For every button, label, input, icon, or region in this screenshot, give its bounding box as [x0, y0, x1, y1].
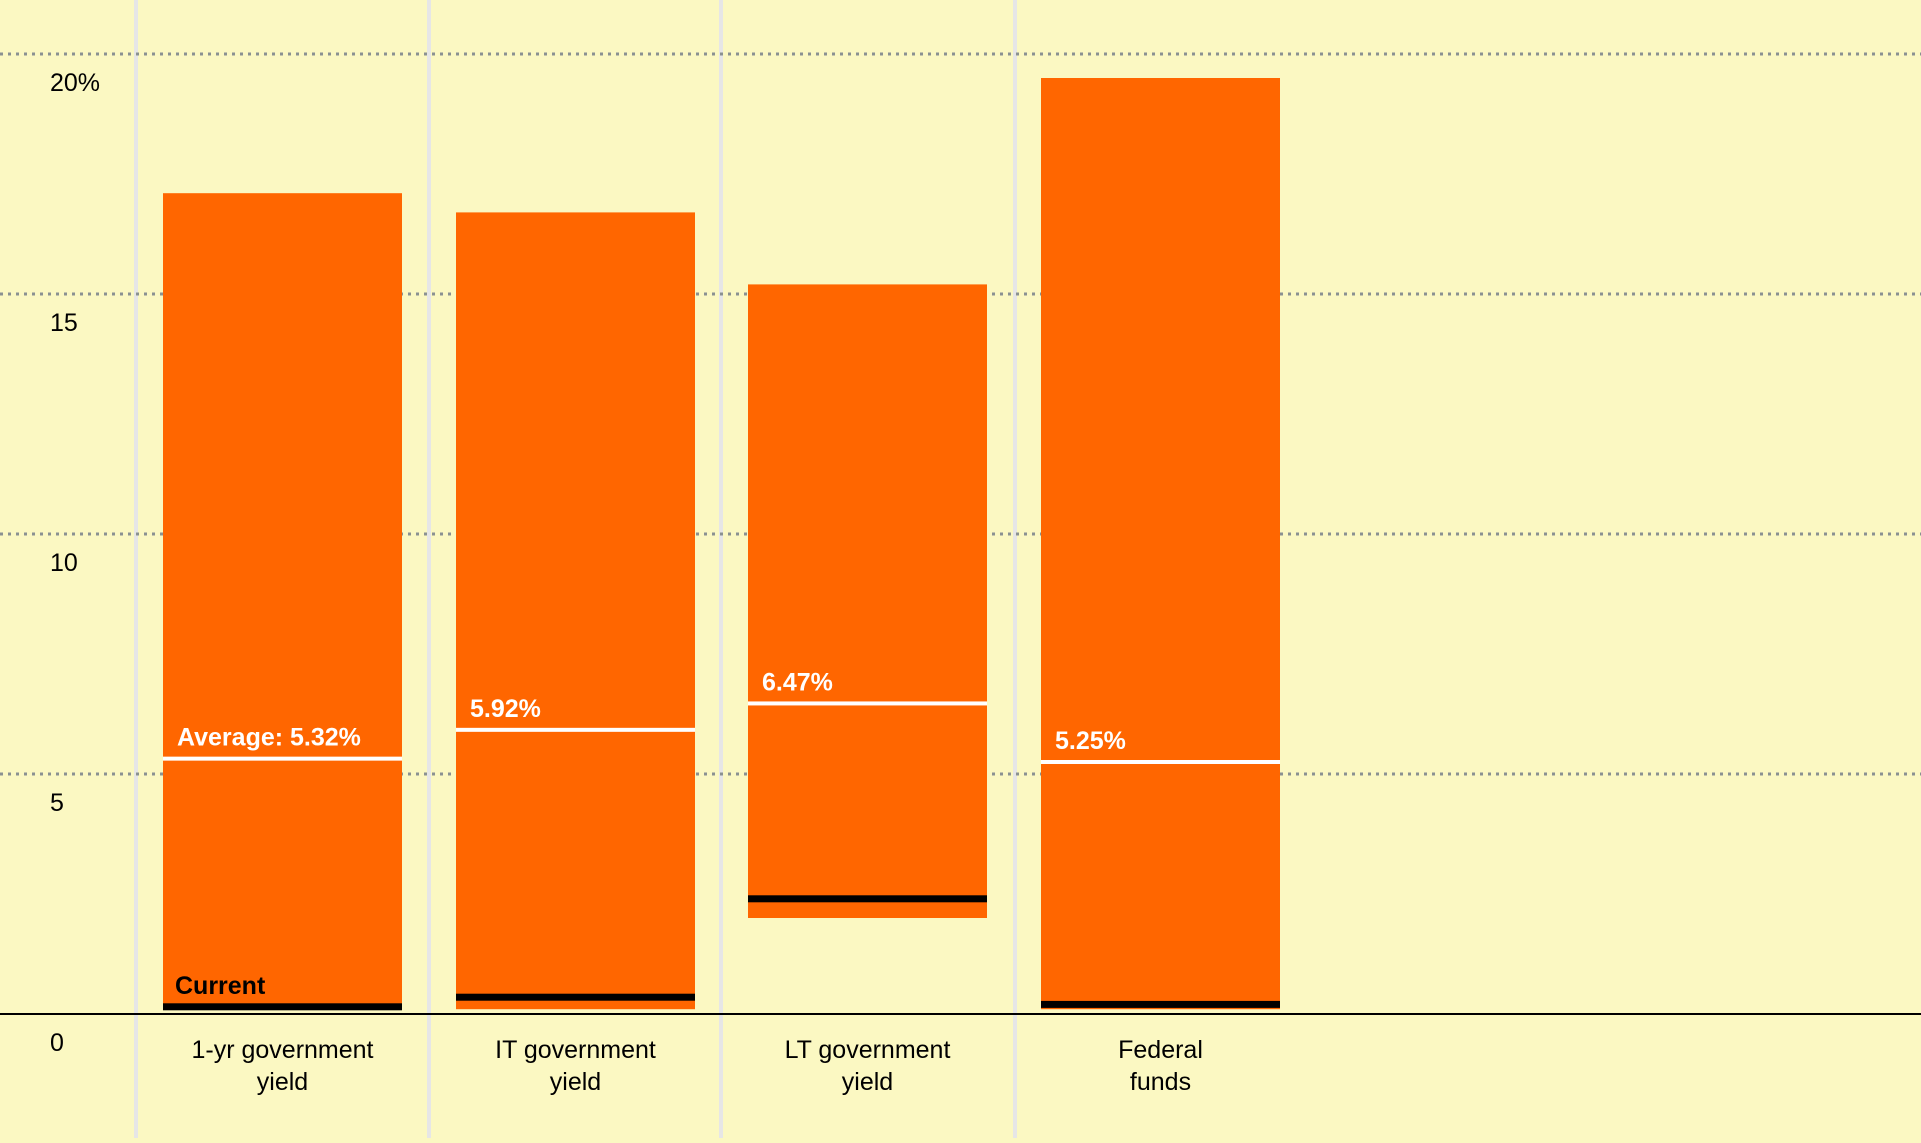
- current-line: [1041, 1000, 1280, 1008]
- category-label-line1: LT government: [785, 1036, 951, 1064]
- range-bar: [1041, 78, 1280, 1010]
- average-label: 5.92%: [470, 695, 541, 723]
- y-tick-label: 0: [50, 1029, 64, 1057]
- y-tick-label: 10: [50, 549, 78, 577]
- current-label: Current: [175, 972, 266, 1000]
- current-line: [748, 895, 987, 903]
- category-label-line2: yield: [257, 1068, 308, 1096]
- average-line: [163, 756, 402, 761]
- average-label: 6.47%: [762, 668, 833, 696]
- category-label-line2: yield: [842, 1068, 893, 1096]
- category-label-line1: IT government: [495, 1036, 656, 1064]
- current-line: [456, 993, 695, 1001]
- average-line: [748, 701, 987, 706]
- range-bar: [456, 212, 695, 1010]
- y-tick-label: 5: [50, 789, 64, 817]
- average-line: [1041, 760, 1280, 764]
- category-label-line1: 1-yr government: [191, 1036, 373, 1064]
- category-label-line2: yield: [550, 1068, 601, 1096]
- range-bar: [163, 193, 402, 1010]
- range-bar: [748, 284, 987, 918]
- average-line: [456, 727, 695, 732]
- category-label-line2: funds: [1130, 1068, 1191, 1096]
- y-tick-label: 20%: [50, 69, 100, 97]
- y-tick-label: 15: [50, 309, 78, 337]
- current-line: [163, 1003, 402, 1011]
- category-label-line1: Federal: [1118, 1036, 1203, 1064]
- average-label: Average: 5.32%: [177, 724, 361, 752]
- average-label: 5.25%: [1055, 727, 1126, 755]
